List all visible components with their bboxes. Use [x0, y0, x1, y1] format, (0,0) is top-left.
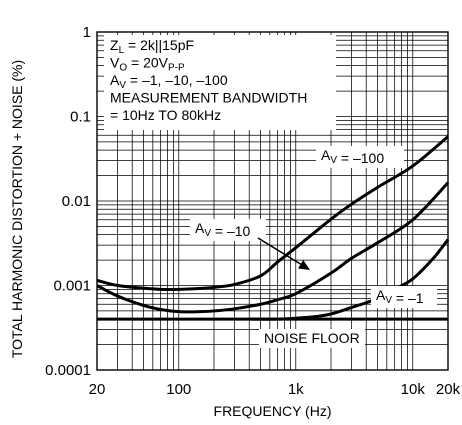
- x-tick-label: 20: [89, 381, 106, 398]
- plot-frame: [96, 31, 449, 371]
- x-tick-labels: 20 100 1k 10k 20k: [89, 381, 461, 398]
- series-label-av-100: AV = –100: [321, 147, 384, 166]
- y-tick-label: 0.0001: [45, 362, 91, 379]
- y-tick-label: 1: [83, 24, 91, 41]
- conditions-box: [104, 35, 336, 130]
- y-tick-label: 0.1: [70, 109, 91, 126]
- x-tick-label: 100: [166, 381, 191, 398]
- label-box-av-10: [190, 219, 266, 241]
- x-tick-label: 20k: [436, 381, 461, 398]
- x-tick-label: 10k: [401, 381, 426, 398]
- y-tick-labels: 1 0.1 0.01 0.001 0.0001: [45, 24, 91, 379]
- series-label-av-1: AV = –1: [376, 287, 424, 306]
- y-axis-title: TOTAL HARMONIC DISTORTION + NOISE (%): [9, 60, 25, 358]
- x-tick-label: 1k: [288, 381, 304, 398]
- y-tick-label: 0.01: [62, 193, 91, 210]
- x-axis-title: FREQUENCY (Hz): [214, 403, 332, 419]
- label-box-av-100: [316, 146, 404, 168]
- label-arrow-av-10: [257, 237, 310, 270]
- series-line-1: [96, 181, 450, 314]
- noise-floor-label: NOISE FLOOR: [264, 330, 360, 346]
- label-box-av-1: [371, 286, 437, 308]
- y-tick-label: 0.001: [53, 278, 91, 295]
- series-line-0: [96, 135, 449, 291]
- noise-floor-label-box: [259, 329, 365, 348]
- series-label-av-10: AV = –10: [195, 220, 251, 239]
